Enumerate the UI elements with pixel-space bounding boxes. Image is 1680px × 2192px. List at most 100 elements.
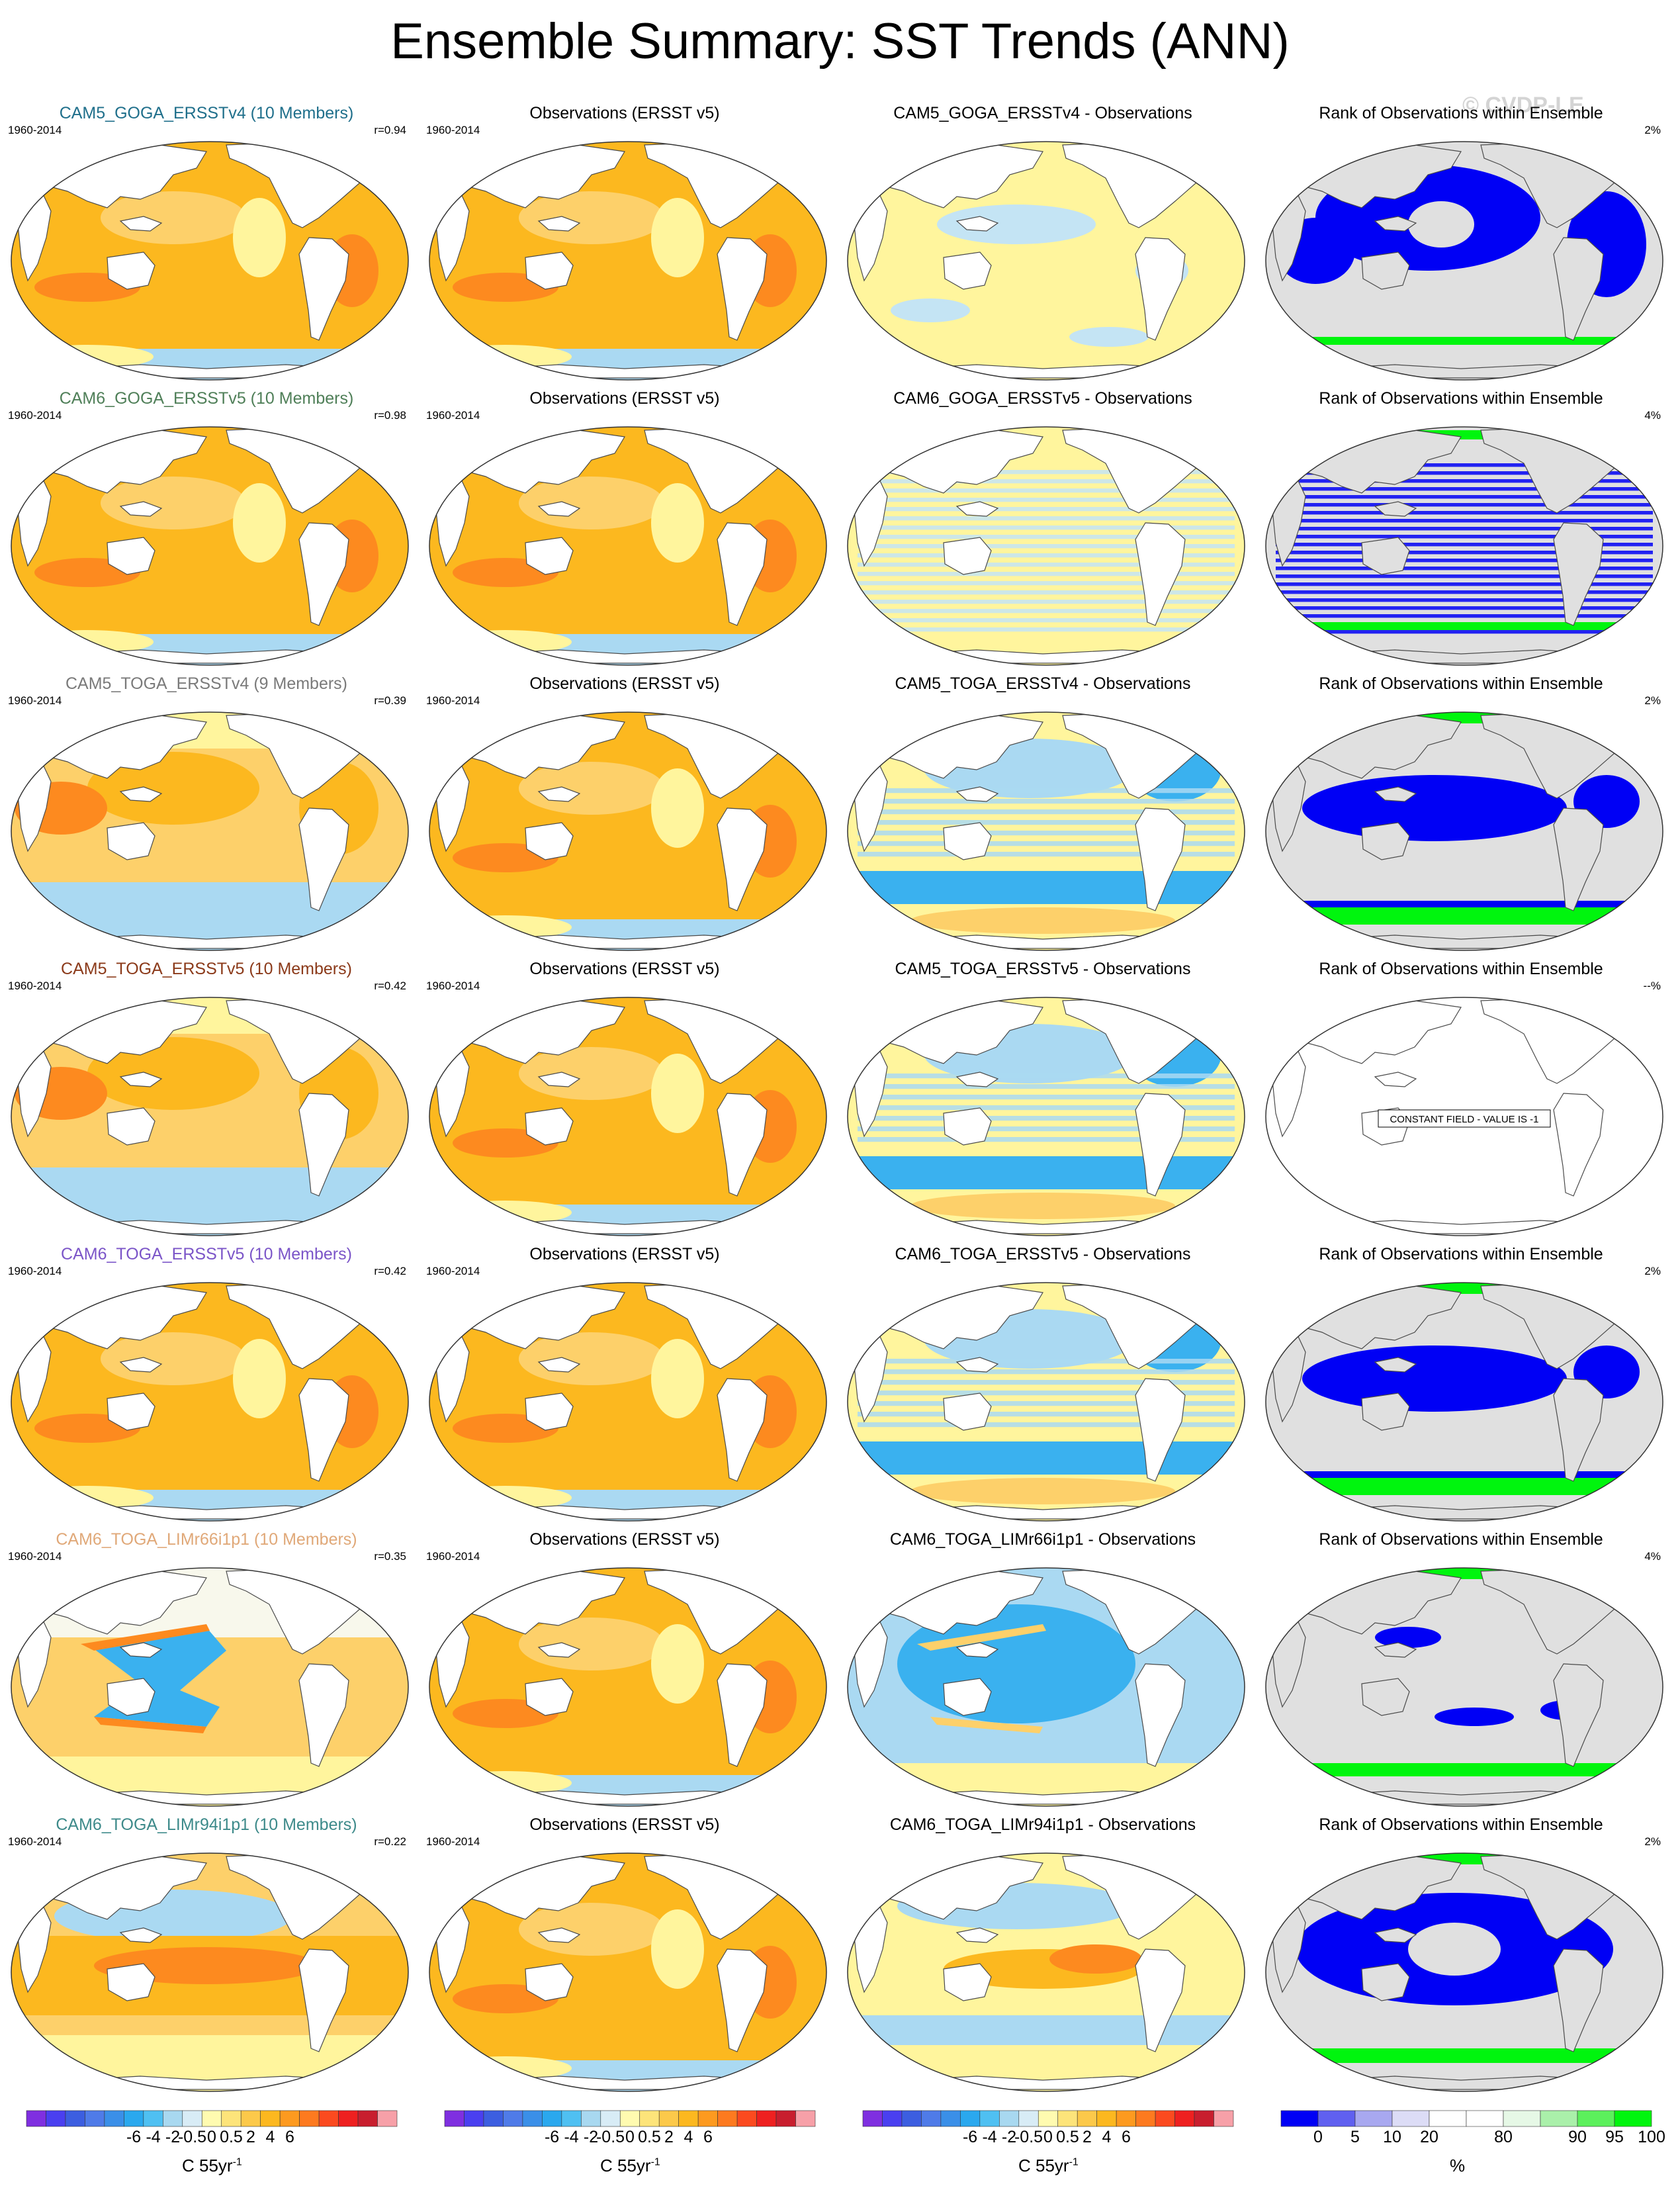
land-south-america <box>1135 1378 1186 1482</box>
stripe-artifact <box>858 852 1235 857</box>
map-outline <box>11 997 409 1236</box>
colorbar-tick-label: 2 <box>246 2128 255 2146</box>
rank-blue-southern <box>1266 901 1663 907</box>
colorbar-trend-observations: -6 -4 -2 -0.5 0 0.5 2 4 6 C 55yr-1 <box>438 2108 835 2181</box>
colorbar-swatch <box>940 2110 961 2127</box>
stripe-artifact <box>1276 535 1653 539</box>
stripe-artifact <box>1276 559 1653 563</box>
panel-row5-difference: CAM6_TOGA_ERSSTv5 - Observations <box>838 1244 1248 1528</box>
map-outline <box>429 1852 827 2092</box>
colorbar-swatch <box>921 2110 942 2127</box>
map-field <box>848 1283 1245 1521</box>
colorbar-tick-label: 0 <box>207 2128 216 2146</box>
north-pacific-anomaly <box>519 191 664 244</box>
land-south-america <box>298 237 349 341</box>
panel-row1-difference: CAM5_GOGA_ERSSTv4 - Observations <box>838 103 1248 387</box>
colorbar-swatch <box>1614 2110 1652 2127</box>
rank-gray-patch <box>1408 1923 1501 1976</box>
colorbar-swatch <box>1429 2110 1467 2127</box>
land-south-america <box>1553 1663 1604 1767</box>
map-outline <box>847 141 1245 381</box>
land-australia <box>525 1107 574 1146</box>
map-field <box>11 1853 408 2091</box>
stripe-artifact <box>858 590 1235 595</box>
colorbar-tick-label: 0.5 <box>1056 2128 1079 2146</box>
land-greenland <box>376 715 406 744</box>
colorbar-unit: % <box>1450 2156 1466 2175</box>
colorbar-tick-label: 80 <box>1494 2128 1513 2146</box>
stripe-artifact <box>858 627 1235 632</box>
land-south-america <box>1135 1093 1186 1197</box>
panel-row3-rank: Rank of Observations within Ensemble 2% <box>1256 673 1666 958</box>
map-field <box>429 997 826 1236</box>
map-outline <box>429 711 827 951</box>
colorbar-tick-label: 95 <box>1605 2128 1624 2146</box>
land-greenland <box>376 1285 406 1314</box>
map-outline <box>11 426 409 666</box>
stripe-artifact <box>858 470 1235 475</box>
world-map <box>11 1282 409 1522</box>
land-australia <box>943 251 992 290</box>
land-maritime-continent <box>119 1357 163 1373</box>
colorbar-swatch <box>775 2110 796 2127</box>
correlation-label: r=0.42 <box>374 980 406 992</box>
colorbar-swatch <box>279 2110 300 2127</box>
colorbar-swatch <box>1194 2110 1214 2127</box>
stripe-artifact <box>858 1391 1235 1396</box>
panel-row3-observations: Observations (ERSST v5) 1960-2014 <box>420 673 830 958</box>
stripe-artifact <box>858 563 1235 567</box>
rank-percent-label: 2% <box>1644 694 1661 707</box>
period-label: 1960-2014 <box>8 409 62 422</box>
panel-title: CAM5_TOGA_ERSSTv4 - Observations <box>895 674 1191 693</box>
land-australia <box>1361 1678 1410 1716</box>
colorbar-swatch <box>542 2110 562 2127</box>
land-australia <box>943 1107 992 1146</box>
stripe-artifact <box>1276 582 1653 586</box>
land-maritime-continent <box>1374 1357 1417 1373</box>
colorbar-tick-label: 4 <box>265 2128 275 2146</box>
stripe-artifact <box>1276 606 1653 610</box>
stripe-artifact <box>858 544 1235 549</box>
colorbar-swatch <box>182 2110 202 2127</box>
land-maritime-continent <box>537 1642 581 1658</box>
colorbar-swatch <box>1503 2110 1541 2127</box>
stripe-artifact <box>858 581 1235 586</box>
panel-title: CAM6_TOGA_LIMr94i1p1 - Observations <box>889 1815 1196 1834</box>
stripe-artifact <box>858 507 1235 512</box>
land-australia <box>1361 537 1410 575</box>
colorbar-tick-label: -4 <box>146 2128 160 2146</box>
colorbar-swatch <box>221 2110 242 2127</box>
stripe-artifact <box>1276 487 1653 491</box>
map-field <box>1266 1853 1663 2091</box>
tropical-east-pacific <box>651 483 704 563</box>
land-greenland <box>1213 144 1242 173</box>
colorbar-tick-label: -6 <box>545 2128 559 2146</box>
colorbar-rank: 0 5 10 20 80 90 95 100% <box>1274 2108 1671 2181</box>
map-outline <box>429 997 827 1236</box>
colorbar-swatch <box>260 2110 281 2127</box>
map-field <box>429 142 826 380</box>
stripe-artifact <box>858 525 1235 530</box>
panel-row5-observations: Observations (ERSST v5) 1960-2014 <box>420 1244 830 1528</box>
colorbar-swatch <box>1057 2110 1078 2127</box>
land-south-america <box>1553 522 1604 626</box>
world-map <box>11 1852 409 2092</box>
map-outline <box>847 1567 1245 1807</box>
colorbar-swatch <box>299 2110 320 2127</box>
stripe-artifact <box>858 1359 1235 1364</box>
north-pacific-anomaly <box>101 477 246 529</box>
map-outline <box>1265 141 1663 381</box>
tropical-east-pacific <box>233 1339 286 1418</box>
land-maritime-continent <box>119 216 163 232</box>
north-pacific-anomaly <box>519 1903 664 1956</box>
land-greenland <box>1213 1000 1242 1029</box>
correlation-label: r=0.94 <box>374 124 406 136</box>
tropical-east-pacific <box>651 1909 704 1989</box>
rank-green-southern <box>1266 907 1663 925</box>
colorbar-tick-label: 4 <box>684 2128 693 2146</box>
rank-green-southern <box>1266 1763 1663 1776</box>
southern-ocean-cold-band <box>848 871 1245 904</box>
land-maritime-continent <box>1374 216 1417 232</box>
world-map <box>429 1852 827 2092</box>
stripe-artifact <box>858 799 1235 804</box>
